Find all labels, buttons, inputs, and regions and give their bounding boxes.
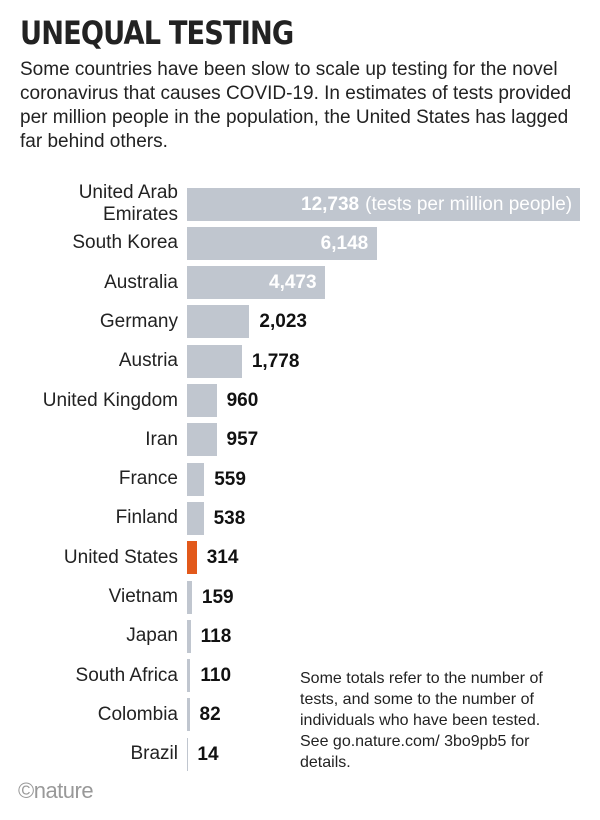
value-label-group: 4,473 [269, 266, 317, 299]
value-label: 4,473 [269, 272, 317, 294]
bar [187, 541, 197, 575]
chart-title: UNEQUAL TESTING [20, 14, 294, 52]
value-label: 6,148 [320, 232, 369, 254]
bar [187, 187, 580, 221]
category-label: France [118, 468, 178, 490]
value-label: 960 [226, 390, 259, 411]
bar [187, 423, 217, 457]
bar [187, 462, 205, 496]
value-label: 12,738 [301, 193, 360, 215]
value-label: 2,023 [259, 311, 307, 333]
category-label: Finland [115, 507, 178, 529]
bar [187, 344, 242, 378]
bar [187, 619, 191, 653]
value-label: 538 [213, 507, 246, 529]
subtitle: Some countries have been slow to scale u… [20, 59, 572, 152]
category-label: United States [63, 546, 178, 568]
value-label: 559 [214, 468, 246, 490]
bar [187, 659, 191, 693]
bar [187, 580, 192, 614]
value-label-group: 6,148 [321, 227, 369, 260]
category-label: South Africa [75, 664, 178, 686]
bar [187, 698, 190, 732]
value-label: 159 [201, 586, 234, 608]
category-label: Colombia [97, 703, 178, 725]
category-label: Iran [145, 428, 178, 450]
category-label: United Arab Emirates [78, 182, 178, 225]
category-label: Austria [118, 350, 178, 372]
bar [187, 266, 325, 300]
note: Some totals refer to the number of tests… [300, 670, 543, 771]
source: ©nature [18, 778, 94, 803]
value-label: 314 [206, 547, 239, 569]
bar [187, 501, 204, 535]
bar [187, 305, 250, 339]
category-label: Japan [126, 625, 178, 647]
value-label: 110 [200, 665, 232, 687]
value-label: 957 [226, 429, 259, 451]
value-label: 14 [197, 743, 219, 765]
category-label: South Korea [72, 232, 178, 254]
category-label: Vietnam [108, 586, 178, 607]
value-label-group: 12,738 (tests per million people) [301, 188, 572, 221]
value-label: 118 [200, 625, 232, 647]
value-label: 82 [199, 704, 221, 726]
category-label: United Kingdom [42, 389, 178, 411]
category-label: Australia [104, 271, 178, 293]
category-label: Germany [99, 310, 178, 332]
bar [187, 226, 377, 260]
value-label: 1,778 [251, 350, 300, 372]
bar [187, 384, 217, 417]
category-label: Brazil [130, 743, 178, 765]
unit-annotation: (tests per million people) [365, 193, 573, 215]
